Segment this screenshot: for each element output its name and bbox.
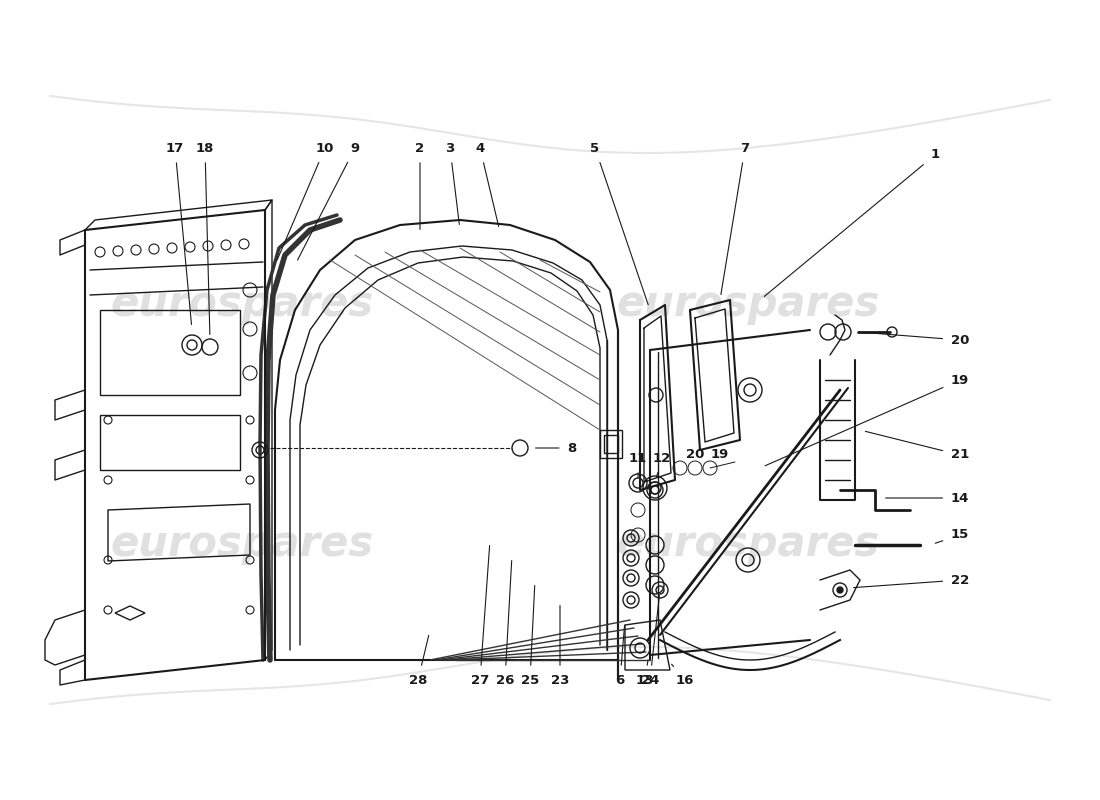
Text: 17: 17 <box>166 142 191 325</box>
Text: 2: 2 <box>416 142 425 230</box>
Text: 1: 1 <box>764 149 939 297</box>
Text: 23: 23 <box>551 606 569 686</box>
Bar <box>100 310 240 395</box>
Bar <box>604 435 618 453</box>
Text: 18: 18 <box>196 142 214 334</box>
Text: 20: 20 <box>685 449 704 462</box>
Text: 7: 7 <box>720 142 749 294</box>
Text: 9: 9 <box>297 142 360 260</box>
Text: eurospares: eurospares <box>616 523 880 565</box>
Text: 28: 28 <box>409 635 429 686</box>
Bar <box>100 415 240 470</box>
Text: 21: 21 <box>866 431 969 462</box>
Text: 11: 11 <box>629 451 647 478</box>
Text: 4: 4 <box>475 142 498 226</box>
Text: 10: 10 <box>277 142 334 260</box>
Text: 16: 16 <box>672 664 694 686</box>
Text: 5: 5 <box>591 142 648 305</box>
Bar <box>600 430 621 458</box>
Text: 20: 20 <box>864 333 969 346</box>
Text: 3: 3 <box>446 142 460 225</box>
Text: eurospares: eurospares <box>110 523 374 565</box>
Text: 15: 15 <box>935 529 969 543</box>
Text: eurospares: eurospares <box>110 283 374 325</box>
Text: 25: 25 <box>521 586 539 686</box>
Text: 13: 13 <box>636 660 654 686</box>
Text: 8: 8 <box>536 442 576 454</box>
Text: 12: 12 <box>653 451 671 477</box>
Text: 6: 6 <box>615 626 625 686</box>
Text: 27: 27 <box>471 546 490 686</box>
Text: 22: 22 <box>854 574 969 588</box>
Text: 19: 19 <box>711 449 729 462</box>
Circle shape <box>837 587 843 593</box>
Text: 24: 24 <box>641 595 659 686</box>
Text: 26: 26 <box>496 561 514 686</box>
Text: eurospares: eurospares <box>616 283 880 325</box>
Text: 19: 19 <box>766 374 969 466</box>
Text: 14: 14 <box>886 491 969 505</box>
